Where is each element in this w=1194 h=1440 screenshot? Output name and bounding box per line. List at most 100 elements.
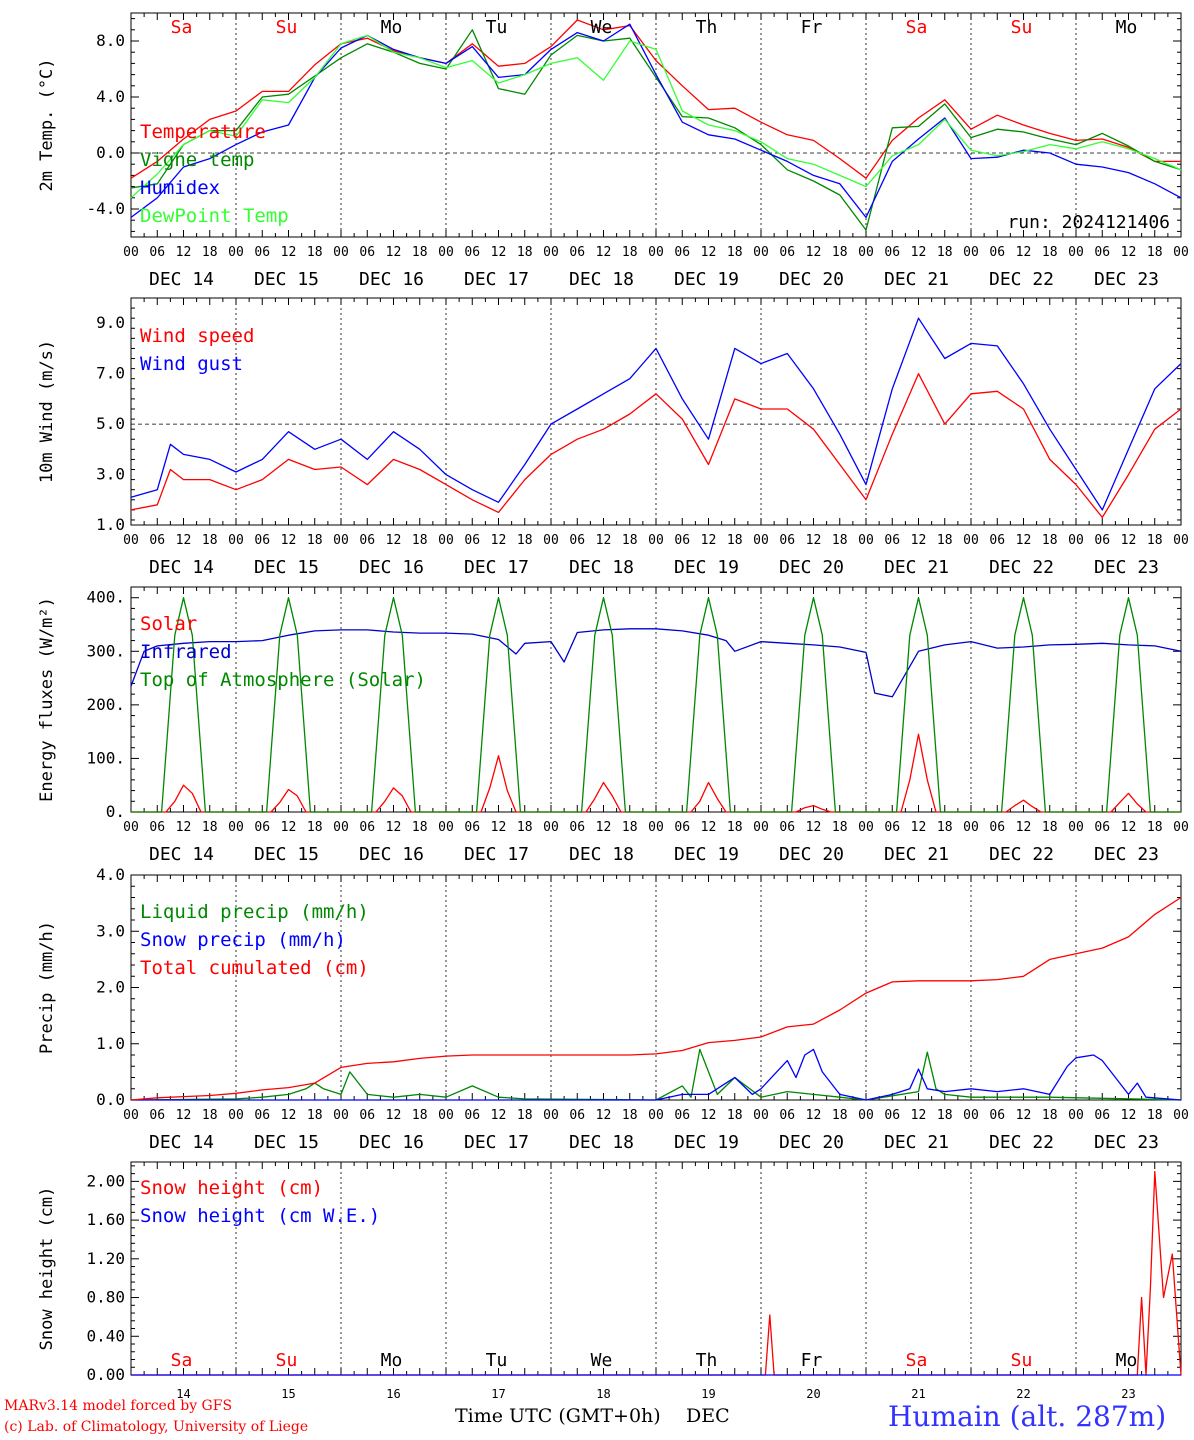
legend-entry: Infrared [140, 641, 232, 663]
legend-entry: Top of Atmosphere (Solar) [140, 669, 426, 691]
hour-tick-label: 18 [202, 533, 218, 548]
hour-tick-label: 12 [281, 245, 297, 260]
hour-tick-label: 18 [517, 245, 533, 260]
hour-tick-label: 18 [307, 245, 323, 260]
series-line-snow-precip-mm-h- [131, 1048, 1182, 1101]
y-tick-label: 0.0 [96, 1090, 125, 1109]
hour-tick-label: 00 [858, 245, 874, 260]
hour-tick-label: 12 [596, 820, 612, 835]
hour-tick-label: 00 [228, 820, 244, 835]
hour-tick-label: 12 [176, 245, 192, 260]
hour-tick-label: 00 [123, 533, 139, 548]
hour-tick-label: 18 [517, 533, 533, 548]
day-number-label: 18 [596, 1387, 610, 1401]
hour-tick-label: 00 [753, 820, 769, 835]
legend-entry: Snow height (cm) [140, 1177, 323, 1199]
date-label: DEC 21 [884, 1132, 949, 1153]
weekday-label-bottom: Tu [486, 1350, 508, 1371]
y-axis-title: 2m Temp. (°C) [37, 58, 57, 191]
y-tick-label: 0.00 [86, 1365, 125, 1384]
hour-tick-label: 00 [753, 245, 769, 260]
hour-tick-label: 06 [464, 820, 480, 835]
y-tick-label: 2.0 [96, 978, 125, 997]
hour-tick-label: 12 [281, 533, 297, 548]
hour-tick-label: 12 [176, 1108, 192, 1123]
hour-tick-label: 00 [648, 533, 664, 548]
panel-temperature: -4.0 0.0 4.0 8.0 2m Temp. (°C) 00 06 12 18 DEC 14… [37, 12, 1189, 290]
weekday-label-bottom: Sa [171, 1350, 193, 1371]
hour-tick-label: 06 [989, 245, 1005, 260]
hour-tick-label: 06 [254, 245, 270, 260]
hour-tick-label: 00 [1068, 820, 1084, 835]
legend-entry: Temperature [140, 121, 266, 143]
date-label: DEC 18 [569, 1132, 634, 1153]
hour-tick-label: 06 [1094, 245, 1110, 260]
hour-tick-label: 12 [386, 245, 402, 260]
date-label: DEC 23 [1094, 269, 1159, 290]
series-line-top-of-atmosphere-solar- [131, 597, 1181, 813]
hour-tick-label: 12 [911, 820, 927, 835]
hour-tick-label: 18 [307, 1108, 323, 1123]
series-line-wind-gust [130, 317, 1182, 511]
hour-tick-label: 06 [149, 1108, 165, 1123]
date-label: DEC 18 [569, 269, 634, 290]
legend-entry: Wind gust [140, 353, 243, 375]
legend-entry: Liquid precip (mm/h) [140, 901, 369, 923]
date-label: DEC 18 [569, 557, 634, 578]
y-tick-label: -4.0 [86, 199, 125, 218]
weekday-label-top: We [591, 17, 613, 38]
hour-tick-label: 00 [123, 245, 139, 260]
hour-tick-label: 06 [779, 245, 795, 260]
series-line-vigne-temp [130, 29, 1182, 231]
weekday-label-top: Mo [381, 17, 403, 38]
hour-tick-label: 18 [832, 533, 848, 548]
hour-tick-label: 06 [1094, 533, 1110, 548]
y-tick-label: 2.00 [86, 1171, 125, 1190]
hour-tick-label: 18 [412, 820, 428, 835]
y-tick-label: 5.0 [96, 414, 125, 433]
hour-tick-label: 12 [1121, 1108, 1137, 1123]
date-label: DEC 16 [359, 557, 424, 578]
series-line-wind-speed [130, 373, 1182, 519]
hour-tick-label: 12 [701, 245, 717, 260]
date-label: DEC 22 [989, 269, 1054, 290]
hour-tick-label: 12 [1016, 245, 1032, 260]
hour-tick-label: 06 [254, 533, 270, 548]
hour-tick-label: 18 [1042, 820, 1058, 835]
hour-tick-label: 18 [622, 820, 638, 835]
hour-tick-label: 18 [1147, 820, 1163, 835]
date-label: DEC 15 [254, 557, 319, 578]
day-number-label: 20 [806, 1387, 820, 1401]
date-label: DEC 20 [779, 269, 844, 290]
date-label: DEC 21 [884, 844, 949, 865]
hour-tick-label: 12 [701, 1108, 717, 1123]
hour-tick-label: 00 [963, 820, 979, 835]
hour-tick-label: 18 [1042, 245, 1058, 260]
y-tick-label: 300. [86, 641, 125, 660]
hour-tick-label: 06 [149, 245, 165, 260]
hour-tick-label: 00 [333, 1108, 349, 1123]
hour-tick-label: 00 [438, 533, 454, 548]
hour-tick-label: 12 [281, 1108, 297, 1123]
hour-tick-label: 00 [858, 533, 874, 548]
hour-tick-label: 06 [359, 820, 375, 835]
hour-tick-label: 00 [123, 820, 139, 835]
hour-tick-label: 06 [359, 533, 375, 548]
y-tick-label: 1.60 [86, 1210, 125, 1229]
hour-tick-label: 12 [491, 820, 507, 835]
day-number-label: 17 [491, 1387, 505, 1401]
hour-tick-label: 18 [832, 245, 848, 260]
y-tick-label: 8.0 [96, 31, 125, 50]
hour-tick-label: 00 [1173, 245, 1189, 260]
hour-tick-label: 06 [674, 245, 690, 260]
weekday-label-bottom: We [591, 1350, 613, 1371]
hour-tick-label: 00 [1173, 533, 1189, 548]
hour-tick-label: 12 [386, 533, 402, 548]
hour-tick-label: 18 [1147, 1108, 1163, 1123]
legend-entry: Solar [140, 613, 197, 635]
day-number-label: 22 [1016, 1387, 1030, 1401]
hour-tick-label: 18 [307, 533, 323, 548]
hour-tick-label: 18 [202, 245, 218, 260]
date-label: DEC 17 [464, 557, 529, 578]
